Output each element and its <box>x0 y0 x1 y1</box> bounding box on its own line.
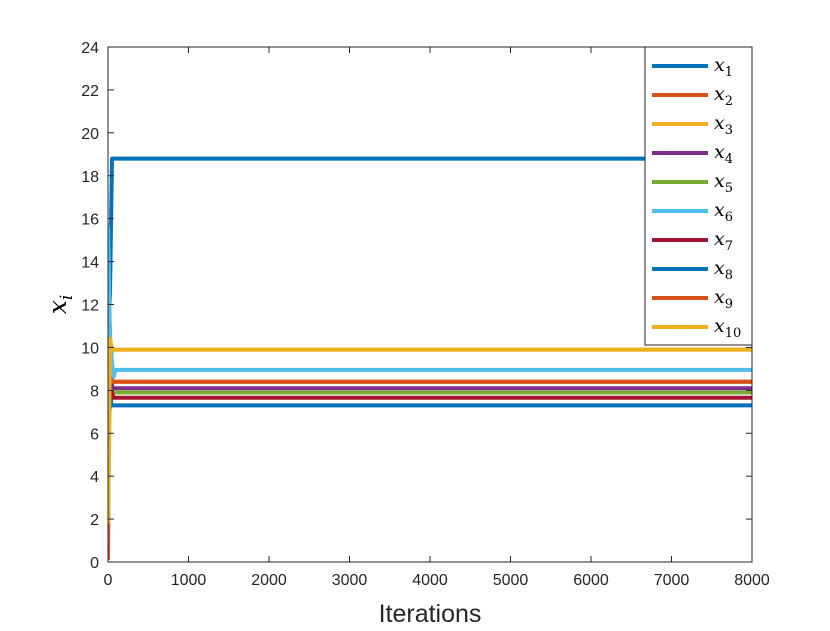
tick-labels: 0 1000 2000 3000 4000 5000 6000 7000 80000246810… <box>81 40 770 589</box>
y-tick-label: 14 <box>81 255 99 272</box>
x-tick-label: 4000 <box>412 572 448 589</box>
legend-label-x2: x2 <box>714 83 733 109</box>
x-axis-title: Iterations <box>379 600 482 628</box>
legend-label-x4: x4 <box>714 141 733 167</box>
legend-label-x6: x6 <box>714 199 733 225</box>
series-line-x10 <box>108 336 752 524</box>
legend-label-x1: x1 <box>714 54 733 80</box>
x-tick-label: 1000 <box>171 572 207 589</box>
y-axis-title: xi <box>43 295 77 315</box>
y-tick-label: 18 <box>81 169 99 186</box>
x-tick-label: 2000 <box>251 572 287 589</box>
legend-box <box>644 46 753 346</box>
y-axis-title-subscript: i <box>57 295 77 300</box>
legend-label-x5: x5 <box>714 170 733 196</box>
x-tick-label: 8000 <box>734 572 770 589</box>
x-tick-label: 6000 <box>573 572 609 589</box>
y-tick-label: 22 <box>81 83 99 100</box>
y-tick-label: 2 <box>90 512 99 529</box>
y-tick-label: 12 <box>81 298 99 315</box>
y-axis-title-base: x <box>43 300 72 314</box>
series-line-x6 <box>108 225 752 380</box>
legend-label-x9: x9 <box>714 286 733 312</box>
y-tick-label: 20 <box>81 126 99 143</box>
y-tick-label: 4 <box>90 469 99 486</box>
x-tick-label: 5000 <box>493 572 529 589</box>
y-tick-label: 0 <box>90 555 99 572</box>
x-tick-label: 7000 <box>654 572 690 589</box>
y-tick-label: 8 <box>90 383 99 400</box>
y-tick-label: 6 <box>90 426 99 443</box>
legend-label-x7: x7 <box>714 228 733 254</box>
legend-label-x3: x3 <box>714 112 733 138</box>
x-tick-label: 0 <box>104 572 113 589</box>
x-tick-label: 3000 <box>332 572 368 589</box>
legend-label-x8: x8 <box>714 257 733 283</box>
series-layer <box>108 156 752 560</box>
y-tick-label: 24 <box>81 40 99 57</box>
y-tick-label: 16 <box>81 212 99 229</box>
legend-label-x10: x10 <box>714 315 741 341</box>
legend: x1 x2 x3 x4 x5 x6 x7 x8 x9 x10 <box>644 46 753 346</box>
y-tick-label: 10 <box>81 340 99 357</box>
